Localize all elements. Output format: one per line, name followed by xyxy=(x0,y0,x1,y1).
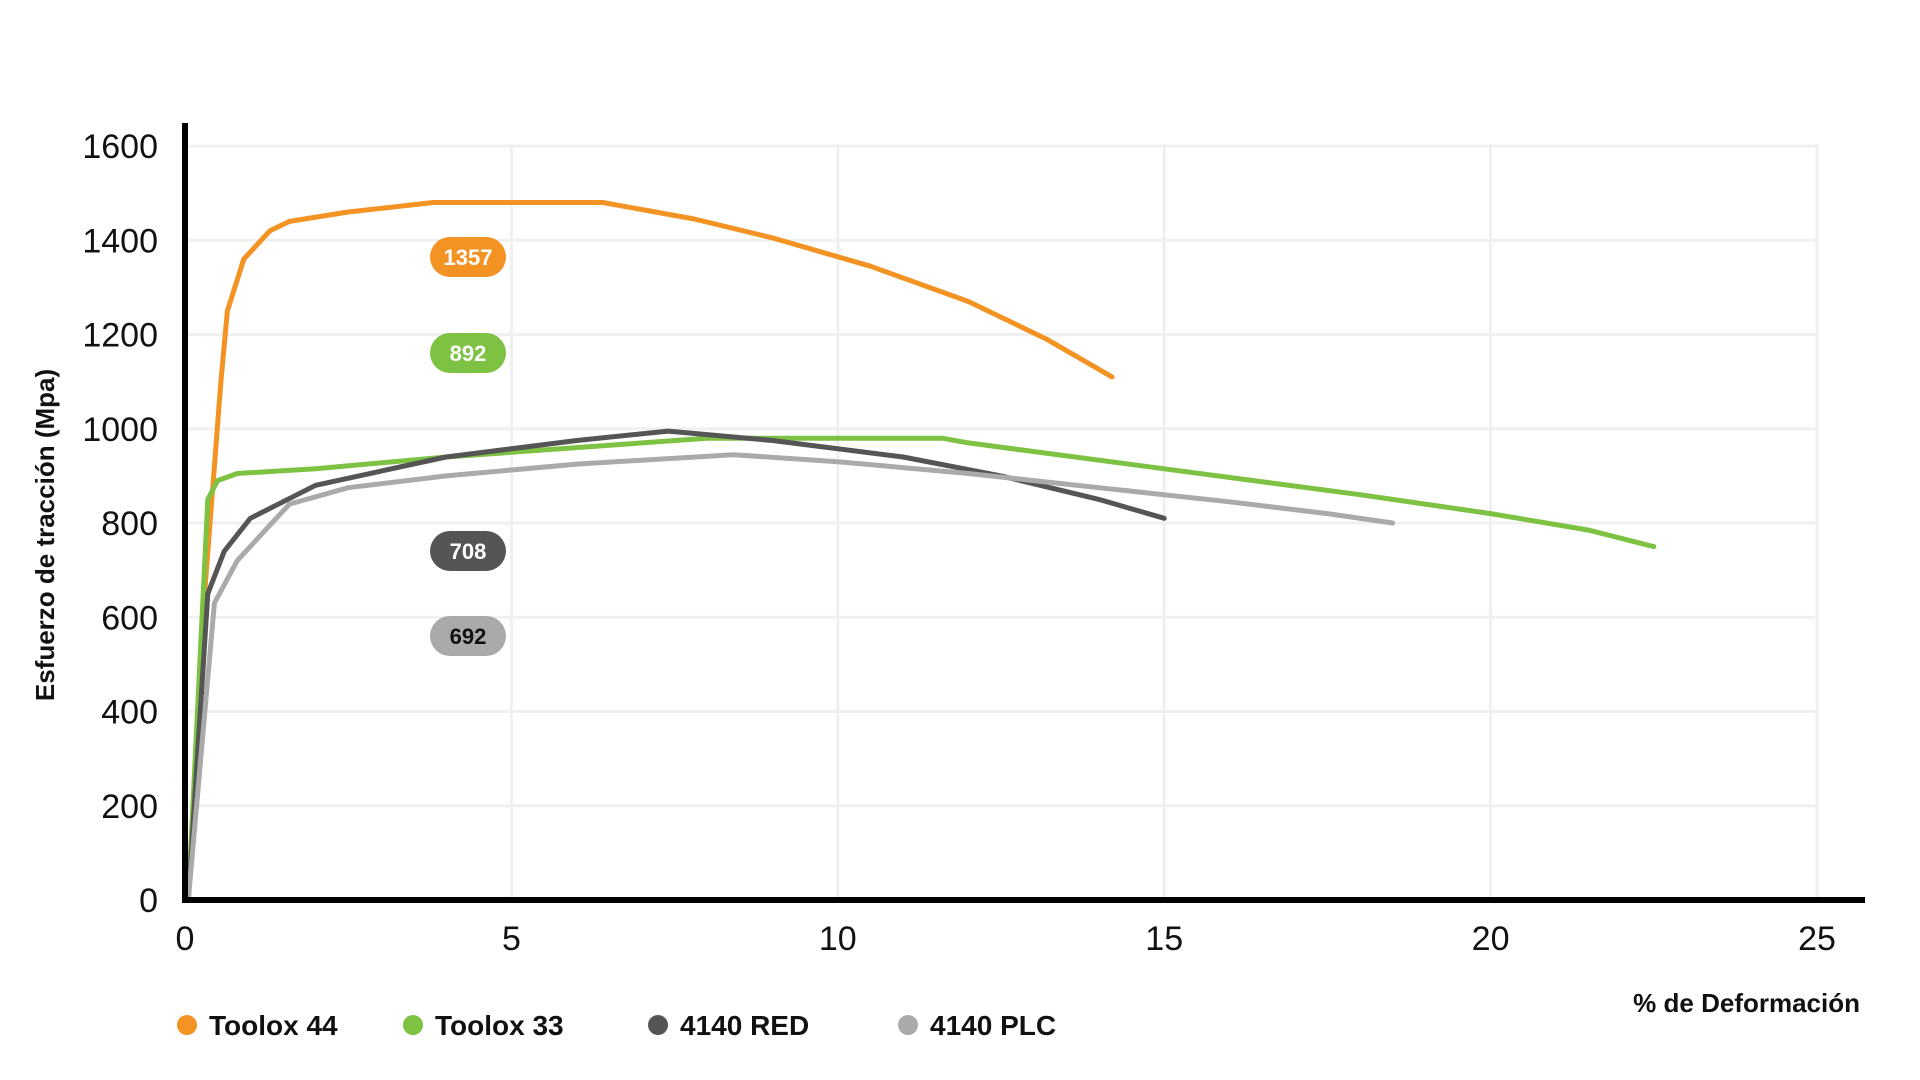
svg-text:4140 RED: 4140 RED xyxy=(680,1010,809,1041)
svg-text:4140 PLC: 4140 PLC xyxy=(930,1010,1056,1041)
legend-dot-icon xyxy=(177,1015,197,1035)
x-axis-title: % de Deformación xyxy=(1633,988,1860,1018)
series-line-toolox-44 xyxy=(185,200,1115,903)
svg-text:Toolox 44: Toolox 44 xyxy=(209,1010,338,1041)
tick-labels: 0 200 400 600 800 1000 1200 1400 1600 0 5 10 15 20 25 xyxy=(82,128,1836,958)
y-tick-label: 600 xyxy=(101,599,158,637)
svg-text:1357: 1357 xyxy=(444,245,493,270)
legend-item-4140-red: 4140 RED xyxy=(648,1010,809,1041)
series-line-4140-red xyxy=(185,428,1167,903)
y-tick-label: 1200 xyxy=(82,317,158,355)
value-badges: 1357 892 708 692 xyxy=(430,237,506,656)
legend-dot-icon xyxy=(403,1015,423,1035)
y-axis-title: Esfuerzo de tracción (Mpa) xyxy=(30,369,60,701)
svg-text:692: 692 xyxy=(450,624,487,649)
axes xyxy=(182,123,1865,903)
y-tick-label: 1000 xyxy=(82,411,158,449)
y-tick-label: 200 xyxy=(101,788,158,826)
value-badge-4140-plc: 692 xyxy=(430,616,506,656)
svg-text:708: 708 xyxy=(450,539,487,564)
svg-text:892: 892 xyxy=(450,341,487,366)
series-lines xyxy=(185,200,1657,903)
series-line-toolox-33 xyxy=(185,435,1657,903)
legend-item-toolox-44: Toolox 44 xyxy=(177,1010,338,1041)
y-tick-label: 0 xyxy=(139,882,158,920)
value-badge-toolox-44: 1357 xyxy=(430,237,506,277)
x-tick-label: 0 xyxy=(176,920,195,958)
legend-dot-icon xyxy=(648,1015,668,1035)
value-badge-toolox-33: 892 xyxy=(430,333,506,373)
value-badge-4140-red: 708 xyxy=(430,531,506,571)
series-line-4140-plc xyxy=(185,452,1396,903)
legend-dot-icon xyxy=(898,1015,918,1035)
x-tick-label: 25 xyxy=(1798,920,1836,958)
legend-item-4140-plc: 4140 PLC xyxy=(898,1010,1056,1041)
legend: Toolox 44 Toolox 33 4140 RED 4140 PLC xyxy=(177,1010,1056,1041)
svg-text:Toolox 33: Toolox 33 xyxy=(435,1010,564,1041)
y-tick-label: 800 xyxy=(101,505,158,543)
y-tick-label: 1600 xyxy=(82,128,158,166)
x-tick-label: 15 xyxy=(1145,920,1183,958)
grid-lines xyxy=(185,144,1819,900)
x-tick-label: 10 xyxy=(819,920,857,958)
x-tick-label: 20 xyxy=(1472,920,1510,958)
y-tick-label: 400 xyxy=(101,694,158,732)
x-tick-label: 5 xyxy=(502,920,521,958)
legend-item-toolox-33: Toolox 33 xyxy=(403,1010,564,1041)
y-tick-label: 1400 xyxy=(82,222,158,260)
